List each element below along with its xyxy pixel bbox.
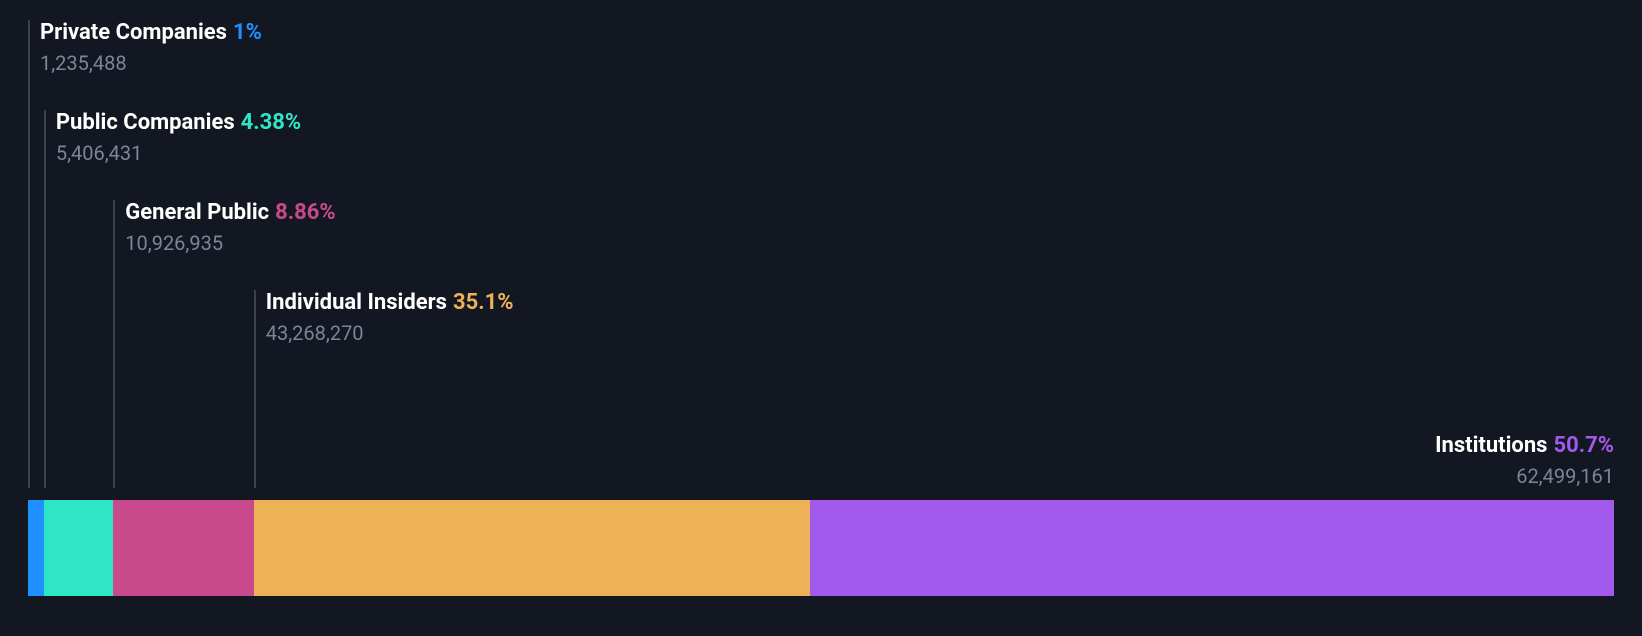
label-value-institutions: 62,499,161 xyxy=(1435,464,1614,488)
label-title-private-companies: Private Companies1% xyxy=(40,20,262,45)
segment-private-companies[interactable] xyxy=(28,500,44,596)
labels-area: Private Companies1% 1,235,488 Public Compa… xyxy=(28,20,1614,488)
label-private-companies: Private Companies1% 1,235,488 xyxy=(28,20,262,75)
label-name-private-companies: Private Companies xyxy=(40,20,227,45)
label-value-private-companies: 1,235,488 xyxy=(40,51,262,75)
label-percent-general-public: 8.86% xyxy=(275,200,336,225)
label-title-individual-insiders: Individual Insiders35.1% xyxy=(266,290,514,315)
label-title-institutions: Institutions50.7% xyxy=(1435,433,1614,458)
label-value-individual-insiders: 43,268,270 xyxy=(266,321,514,345)
label-name-general-public: General Public xyxy=(125,200,269,225)
label-percent-institutions: 50.7% xyxy=(1553,433,1614,458)
label-institutions: Institutions50.7% 62,499,161 xyxy=(1435,433,1614,488)
label-percent-private-companies: 1% xyxy=(233,20,262,45)
label-percent-individual-insiders: 35.1% xyxy=(453,290,514,315)
leader-public-companies xyxy=(44,110,46,488)
segment-individual-insiders[interactable] xyxy=(254,500,810,596)
leader-private-companies xyxy=(28,20,30,488)
label-name-individual-insiders: Individual Insiders xyxy=(266,290,447,315)
segment-general-public[interactable] xyxy=(113,500,253,596)
label-value-public-companies: 5,406,431 xyxy=(56,141,301,165)
label-name-institutions: Institutions xyxy=(1435,433,1547,458)
label-name-public-companies: Public Companies xyxy=(56,110,235,135)
label-general-public: General Public8.86% 10,926,935 xyxy=(113,200,335,255)
label-percent-public-companies: 4.38% xyxy=(241,110,302,135)
ownership-chart: Private Companies1% 1,235,488 Public Compa… xyxy=(0,0,1642,636)
bar-area xyxy=(28,500,1614,596)
label-title-general-public: General Public8.86% xyxy=(125,200,335,225)
label-public-companies: Public Companies4.38% 5,406,431 xyxy=(44,110,301,165)
stacked-bar xyxy=(28,500,1614,596)
segment-institutions[interactable] xyxy=(810,500,1614,596)
segment-public-companies[interactable] xyxy=(44,500,113,596)
label-title-public-companies: Public Companies4.38% xyxy=(56,110,301,135)
label-value-general-public: 10,926,935 xyxy=(125,231,335,255)
label-individual-insiders: Individual Insiders35.1% 43,268,270 xyxy=(254,290,514,345)
